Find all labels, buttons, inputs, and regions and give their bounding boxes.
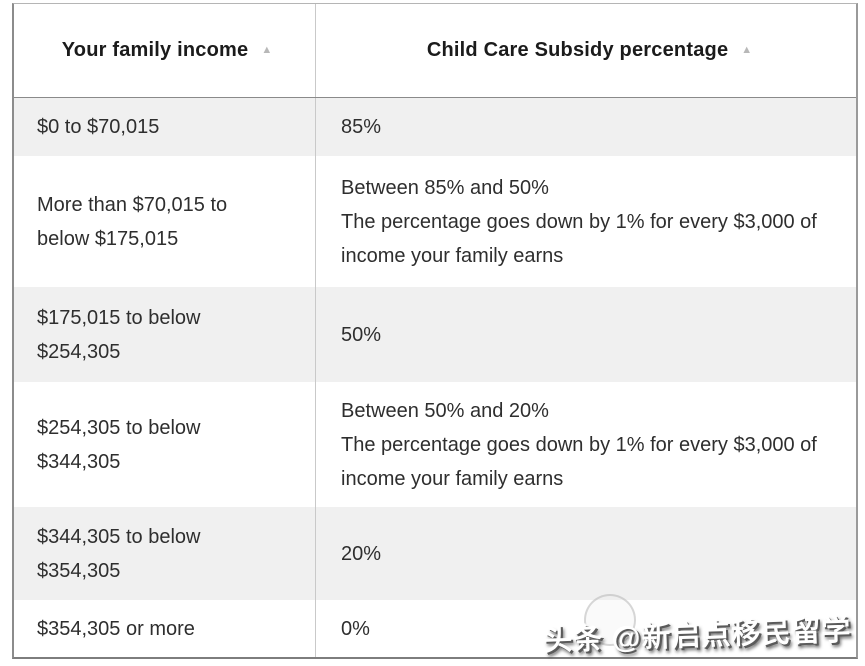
subsidy-note: The percentage goes down by 1% for every…: [341, 210, 817, 267]
income-cell: More than $70,015 to below $175,015: [14, 156, 315, 287]
subsidy-cell: Between 50% and 20% The percentage goes …: [315, 382, 856, 507]
subsidy-value: 0%: [341, 617, 370, 640]
income-range: $344,305 to below $354,305: [37, 525, 201, 582]
table-row: $344,305 to below $354,305 20%: [14, 507, 856, 600]
income-range: $254,305 to below $344,305: [37, 416, 201, 473]
income-cell: $0 to $70,015: [14, 98, 315, 156]
table-row: $175,015 to below $254,305 50%: [14, 287, 856, 382]
table-body: $0 to $70,015 85% More than $70,015 to b…: [14, 98, 856, 657]
income-range: $175,015 to below $254,305: [37, 306, 201, 363]
subsidy-cell: 50%: [315, 287, 856, 382]
sort-ascending-icon[interactable]: ▲: [741, 44, 753, 56]
income-cell: $175,015 to below $254,305: [14, 287, 315, 382]
table-row: $354,305 or more 0%: [14, 600, 856, 657]
subsidy-value: 85%: [341, 116, 382, 138]
subsidy-cell: 85%: [315, 98, 856, 156]
subsidy-value: 20%: [341, 542, 382, 565]
table-row: $254,305 to below $344,305 Between 50% a…: [14, 382, 856, 507]
income-range: $0 to $70,015: [37, 116, 160, 138]
income-range: $354,305 or more: [37, 617, 195, 640]
subsidy-cell: 20%: [315, 507, 856, 600]
income-range: More than $70,015 to below $175,015: [37, 193, 228, 250]
table-header-row: Your family income ▲ Child Care Subsidy …: [14, 4, 856, 98]
subsidy-note: The percentage goes down by 1% for every…: [341, 433, 817, 490]
income-cell: $344,305 to below $354,305: [14, 507, 315, 600]
subsidy-table: Your family income ▲ Child Care Subsidy …: [12, 3, 858, 659]
subsidy-cell: Between 85% and 50% The percentage goes …: [315, 156, 856, 287]
column-header-family-income[interactable]: Your family income ▲: [14, 4, 315, 97]
table-row: More than $70,015 to below $175,015 Betw…: [14, 156, 856, 287]
subsidy-value: Between 85% and 50%: [341, 176, 549, 199]
subsidy-cell: 0%: [315, 600, 856, 657]
income-cell: $254,305 to below $344,305: [14, 382, 315, 507]
column-header-label: Child Care Subsidy percentage: [426, 39, 729, 61]
sort-ascending-icon[interactable]: ▲: [261, 44, 273, 56]
column-header-label: Your family income: [61, 39, 249, 61]
column-header-subsidy-percentage[interactable]: Child Care Subsidy percentage ▲: [315, 4, 856, 97]
income-cell: $354,305 or more: [14, 600, 315, 657]
subsidy-value: 50%: [341, 323, 382, 346]
table-row: $0 to $70,015 85%: [14, 98, 856, 156]
subsidy-value: Between 50% and 20%: [341, 399, 549, 422]
